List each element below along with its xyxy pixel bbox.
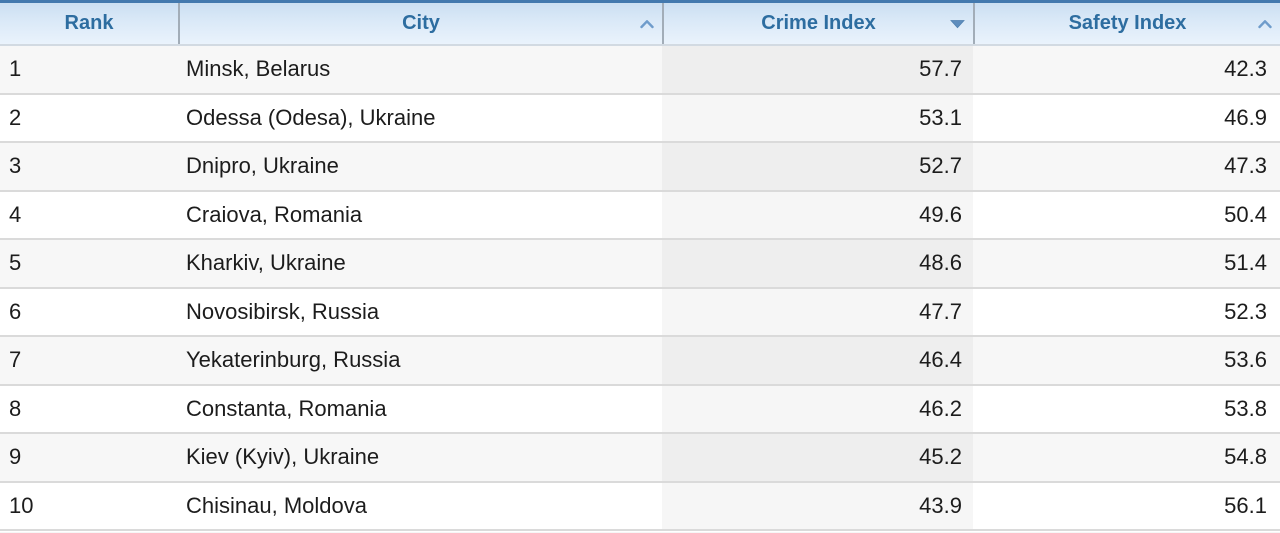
safety-index-cell: 42.3: [1224, 56, 1267, 82]
sort-descending-icon: [950, 19, 965, 28]
table-row: 6 Novosibirsk, Russia 47.7 52.3: [0, 288, 1280, 337]
rank-cell: 7: [9, 347, 22, 373]
column-header-rank-label: Rank: [64, 12, 114, 34]
column-header-safety-index-label: Safety Index: [1068, 12, 1187, 34]
crime-index-cell: 46.4: [662, 337, 973, 384]
crime-index-cell: 57.7: [662, 46, 973, 93]
crime-index-cell: 48.6: [662, 240, 973, 287]
city-cell: Odessa (Odesa), Ukraine: [186, 104, 436, 130]
safety-index-cell: 46.9: [1224, 104, 1267, 130]
city-cell: Kiev (Kyiv), Ukraine: [186, 444, 380, 470]
column-header-rank[interactable]: Rank: [0, 3, 178, 44]
table-row: 8 Constanta, Romania 46.2 53.8: [0, 385, 1280, 434]
rank-cell: 2: [9, 104, 22, 130]
city-cell: Craiova, Romania: [186, 201, 363, 227]
table-body: 1 Minsk, Belarus 57.7 42.3 2 Odessa (Ode…: [0, 46, 1280, 532]
city-cell: Dnipro, Ukraine: [186, 153, 339, 179]
table-row: 3 Dnipro, Ukraine 52.7 47.3: [0, 143, 1280, 192]
city-cell: Novosibirsk, Russia: [186, 298, 380, 324]
city-cell: Chisinau, Moldova: [186, 492, 367, 518]
rank-cell: 6: [9, 298, 22, 324]
city-cell: Yekaterinburg, Russia: [186, 347, 401, 373]
safety-index-cell: 50.4: [1224, 201, 1267, 227]
safety-index-cell: 56.1: [1224, 492, 1267, 518]
rank-cell: 3: [9, 153, 22, 179]
column-header-crime-index-label: Crime Index: [761, 12, 876, 34]
safety-index-cell: 52.3: [1224, 298, 1267, 324]
crime-index-cell: 52.7: [662, 143, 973, 190]
rank-cell: 9: [9, 444, 22, 470]
table-header-row: Rank City Crime Index Safety Index: [0, 0, 1280, 46]
column-header-city-label: City: [402, 12, 440, 34]
rank-cell: 10: [9, 492, 34, 518]
city-cell: Constanta, Romania: [186, 395, 387, 421]
table-row: 10 Chisinau, Moldova 43.9 56.1: [0, 482, 1280, 531]
crime-index-cell: 45.2: [662, 434, 973, 481]
rank-cell: 8: [9, 395, 22, 421]
table-row: 1 Minsk, Belarus 57.7 42.3: [0, 46, 1280, 95]
sort-ascending-icon: [640, 19, 654, 28]
crime-index-cell: 43.9: [662, 483, 973, 530]
crime-index-cell: 46.2: [662, 386, 973, 433]
column-header-crime-index[interactable]: Crime Index: [662, 3, 973, 44]
sort-ascending-icon: [1258, 19, 1272, 28]
rank-cell: 4: [9, 201, 22, 227]
safety-index-cell: 54.8: [1224, 444, 1267, 470]
table-row: 7 Yekaterinburg, Russia 46.4 53.6: [0, 337, 1280, 386]
safety-index-cell: 47.3: [1224, 153, 1267, 179]
table-row: 2 Odessa (Odesa), Ukraine 53.1 46.9: [0, 94, 1280, 143]
rank-cell: 1: [9, 56, 22, 82]
crime-index-cell: 49.6: [662, 192, 973, 239]
crime-index-cell: 47.7: [662, 289, 973, 336]
column-header-safety-index[interactable]: Safety Index: [973, 3, 1280, 44]
column-header-city[interactable]: City: [178, 3, 662, 44]
safety-index-cell: 51.4: [1224, 250, 1267, 276]
safety-index-cell: 53.8: [1224, 395, 1267, 421]
table-row: 5 Kharkiv, Ukraine 48.6 51.4: [0, 240, 1280, 289]
city-cell: Kharkiv, Ukraine: [186, 250, 346, 276]
rank-cell: 5: [9, 250, 22, 276]
city-cell: Minsk, Belarus: [186, 56, 331, 82]
crime-index-cell: 53.1: [662, 95, 973, 142]
safety-index-cell: 53.6: [1224, 347, 1267, 373]
table-row: 4 Craiova, Romania 49.6 50.4: [0, 191, 1280, 240]
table-row: 9 Kiev (Kyiv), Ukraine 45.2 54.8: [0, 434, 1280, 483]
